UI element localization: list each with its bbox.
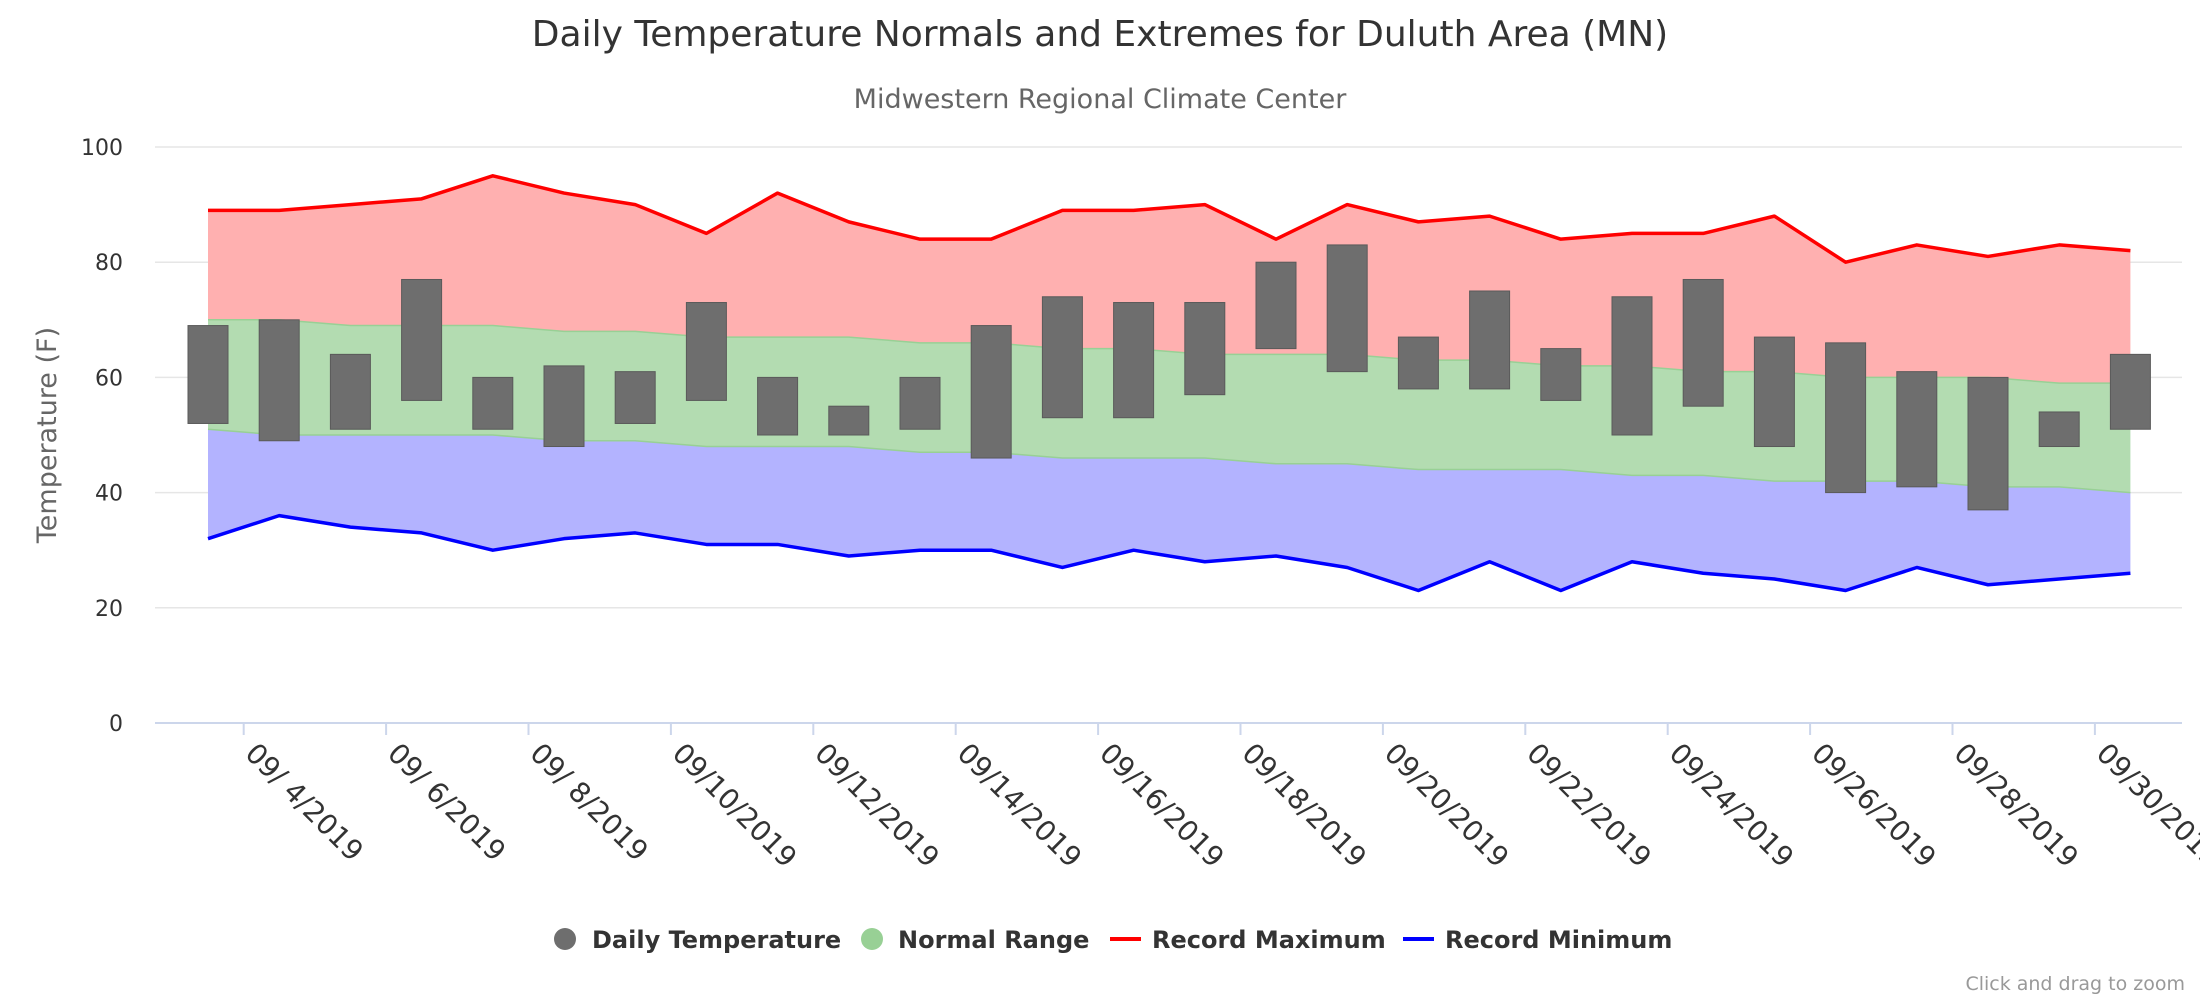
y-tick-label: 40 xyxy=(95,482,123,507)
x-tick-label: 09/10/2019 xyxy=(666,737,803,874)
daily-temperature-bar xyxy=(1326,244,1368,373)
daily-temperature-bar xyxy=(1682,278,1724,407)
x-tick-label: 09/24/2019 xyxy=(1663,737,1800,874)
legend-item-daily-temperature[interactable]: Daily Temperature xyxy=(554,926,841,954)
daily-temperature-bar xyxy=(1113,302,1155,419)
daily-temperature-bar xyxy=(1184,302,1226,396)
record-minimum-line xyxy=(207,513,2131,593)
y-tick-label: 0 xyxy=(109,712,123,737)
below-normal-band xyxy=(208,429,2131,591)
daily-temperature-bar xyxy=(614,371,656,424)
daily-temperature-bar xyxy=(472,376,514,430)
legend-normal-range-marker xyxy=(861,928,883,950)
x-tick-label: 09/30/2019 xyxy=(2090,737,2200,874)
daily-temperature-bar xyxy=(1896,371,1938,488)
x-tick-label: 09/14/2019 xyxy=(951,737,1088,874)
daily-temperature-bar xyxy=(2109,353,2151,430)
daily-temperature-bar xyxy=(757,376,799,436)
x-tick-label: 09/28/2019 xyxy=(1948,737,2085,874)
legend-daily-temperature-label: Daily Temperature xyxy=(592,926,841,954)
daily-temperature-bar xyxy=(258,319,300,442)
legend-normal-range-label: Normal Range xyxy=(898,926,1089,954)
x-tick-label: 09/22/2019 xyxy=(1520,737,1657,874)
y-tick-label: 80 xyxy=(95,251,123,276)
x-tick-label: 09/ 6/2019 xyxy=(381,737,512,868)
daily-temperature-bar xyxy=(329,353,371,430)
daily-temperature-bar xyxy=(1967,376,2009,511)
daily-temperature-bar xyxy=(187,325,229,424)
x-tick-label: 09/ 4/2019 xyxy=(239,737,370,868)
daily-temperature-bar xyxy=(2038,411,2080,448)
line-layer xyxy=(207,174,2131,593)
daily-temperature-bar xyxy=(401,278,443,401)
x-tick-label: 09/16/2019 xyxy=(1093,737,1230,874)
legend-item-record-minimum[interactable]: Record Minimum xyxy=(1403,926,1672,954)
x-tick-label: 09/26/2019 xyxy=(1805,737,1942,874)
daily-temperature-bar xyxy=(1469,290,1511,390)
daily-temperature-bar xyxy=(1611,296,1653,436)
daily-temperature-bar xyxy=(1825,342,1867,494)
y-axis-title: Temperature (F) xyxy=(32,327,63,544)
daily-temperature-bar xyxy=(1041,296,1083,419)
daily-temperature-bar xyxy=(970,325,1012,459)
daily-temperature-bar xyxy=(1255,261,1297,350)
chart-subtitle: Midwestern Regional Climate Center xyxy=(854,84,1348,115)
normal-low-edge xyxy=(207,428,2131,494)
y-tick-label: 20 xyxy=(95,597,123,622)
daily-temperature-bar xyxy=(1753,336,1795,448)
legend-daily-temperature-marker xyxy=(554,928,576,950)
chart-title: Daily Temperature Normals and Extremes f… xyxy=(532,14,1668,55)
legend-item-normal-range[interactable]: Normal Range xyxy=(861,926,1089,954)
legend-record-maximum-label: Record Maximum xyxy=(1152,926,1386,954)
legend: Daily Temperature Normal Range Record Ma… xyxy=(554,926,1672,954)
x-tick-label: 09/18/2019 xyxy=(1236,737,1373,874)
zoom-hint: Click and drag to zoom xyxy=(1965,973,2185,995)
daily-temperature-bar xyxy=(543,365,585,448)
legend-item-record-maximum[interactable]: Record Maximum xyxy=(1110,926,1386,954)
daily-temperature-bar xyxy=(1540,348,1582,401)
x-tick-label: 09/ 8/2019 xyxy=(524,737,655,868)
x-tick-label: 09/20/2019 xyxy=(1378,737,1515,874)
y-tick-label: 60 xyxy=(95,366,123,391)
daily-temperature-bar xyxy=(828,405,870,436)
daily-temperature-bar xyxy=(685,302,727,401)
bar-layer xyxy=(187,244,2151,511)
normal-high-edge xyxy=(208,319,2131,384)
y-tick-label: 100 xyxy=(81,136,123,161)
daily-temperature-bar xyxy=(899,376,941,430)
legend-record-minimum-label: Record Minimum xyxy=(1445,926,1672,954)
daily-temperature-bar xyxy=(1397,336,1439,390)
record-maximum-line xyxy=(208,174,2131,264)
x-tick-label: 09/12/2019 xyxy=(808,737,945,874)
